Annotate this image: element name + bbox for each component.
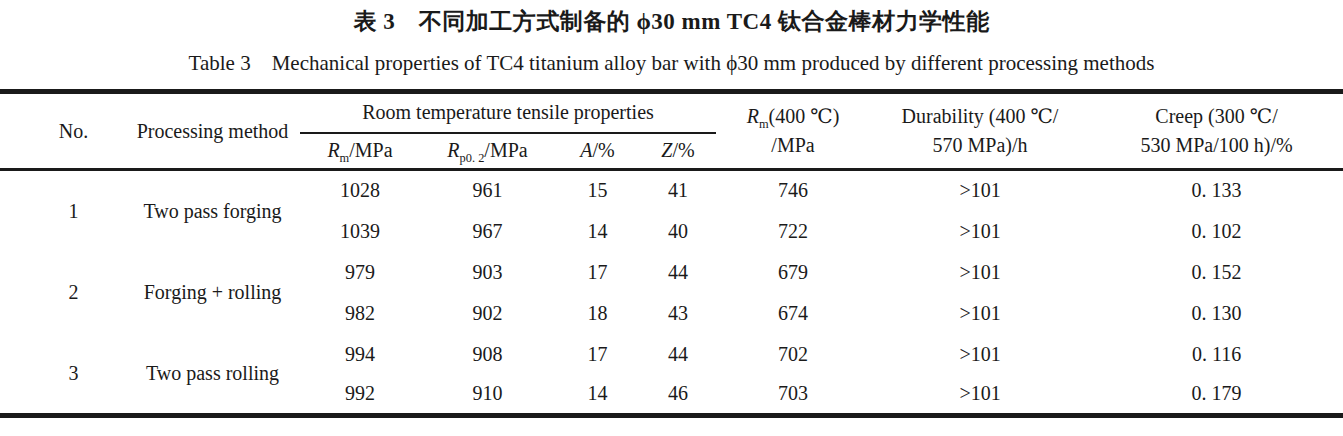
cell-z: 44 (640, 334, 716, 375)
symbol-base: R (447, 139, 459, 161)
cell-creep: 0. 116 (1090, 334, 1343, 375)
cell-rp02: 967 (420, 211, 555, 252)
cell-a: 15 (555, 170, 640, 211)
table-body: 1 Two pass forging 1028 961 15 41 746 >1… (0, 170, 1343, 416)
symbol-subscript: m (759, 117, 769, 131)
unit-label: /% (593, 139, 615, 161)
cell-creep: 0. 130 (1090, 293, 1343, 334)
cell-rm400: 722 (716, 211, 870, 252)
data-row: 3 Two pass rolling 994 908 17 44 702 >10… (0, 334, 1343, 375)
cell-method: Forging + rolling (125, 252, 300, 334)
col-header-durability: Durability (400 ℃/ 570 MPa)/h (870, 92, 1090, 170)
cell-no: 2 (0, 252, 125, 334)
symbol-subscript: p0. 2 (460, 151, 485, 165)
cell-rm: 994 (300, 334, 420, 375)
header-row-1: No. Processing method Room temperature t… (0, 92, 1343, 133)
cell-z: 46 (640, 375, 716, 416)
col-header-reduction-z: Z/% (640, 133, 716, 170)
cell-rm400: 703 (716, 375, 870, 416)
cell-a: 14 (555, 211, 640, 252)
unit-label: /% (672, 139, 694, 161)
paper-table-figure: 表 3 不同加工方式制备的 ϕ30 mm TC4 钛合金棒材力学性能 Table… (0, 8, 1343, 418)
symbol-base: R (747, 105, 759, 127)
table-title-chinese: 表 3 不同加工方式制备的 ϕ30 mm TC4 钛合金棒材力学性能 (0, 8, 1343, 36)
header-line-1: Creep (300 ℃/ (1090, 102, 1343, 131)
cell-a: 17 (555, 334, 640, 375)
cell-rm400: 679 (716, 252, 870, 293)
cell-rm: 992 (300, 375, 420, 416)
cell-rm: 979 (300, 252, 420, 293)
col-header-rm: Rm/MPa (300, 133, 420, 170)
cell-durability: >101 (870, 170, 1090, 211)
cell-durability: >101 (870, 375, 1090, 416)
cell-z: 43 (640, 293, 716, 334)
cell-durability: >101 (870, 293, 1090, 334)
header-line-2: /MPa (716, 131, 870, 160)
cell-rm400: 746 (716, 170, 870, 211)
col-header-processing-method: Processing method (125, 92, 300, 170)
symbol-base: A (580, 139, 592, 161)
table-header: No. Processing method Room temperature t… (0, 92, 1343, 170)
cell-method: Two pass rolling (125, 334, 300, 416)
unit-label: /MPa (484, 139, 527, 161)
header-line-2: 530 MPa/100 h)/% (1090, 131, 1343, 160)
col-header-creep: Creep (300 ℃/ 530 MPa/100 h)/% (1090, 92, 1343, 170)
cell-durability: >101 (870, 334, 1090, 375)
cell-creep: 0. 102 (1090, 211, 1343, 252)
cell-z: 41 (640, 170, 716, 211)
cell-creep: 0. 152 (1090, 252, 1343, 293)
cell-rm: 982 (300, 293, 420, 334)
cell-rp02: 961 (420, 170, 555, 211)
cell-rp02: 903 (420, 252, 555, 293)
mechanical-properties-table: No. Processing method Room temperature t… (0, 89, 1343, 418)
cell-a: 14 (555, 375, 640, 416)
cell-durability: >101 (870, 211, 1090, 252)
cell-rp02: 902 (420, 293, 555, 334)
col-header-elongation-a: A/% (555, 133, 640, 170)
cell-a: 17 (555, 252, 640, 293)
col-header-no: No. (0, 92, 125, 170)
cell-rm400: 674 (716, 293, 870, 334)
cell-rp02: 910 (420, 375, 555, 416)
header-line-1: Durability (400 ℃/ (870, 102, 1090, 131)
col-group-header-room-temp-tensile: Room temperature tensile properties (300, 92, 716, 133)
cell-z: 44 (640, 252, 716, 293)
col-header-rp0-2: Rp0. 2/MPa (420, 133, 555, 170)
cell-durability: >101 (870, 252, 1090, 293)
symbol-base: Z (661, 139, 672, 161)
cell-rm400: 702 (716, 334, 870, 375)
header-condition: (400 ℃) (769, 105, 840, 127)
cell-no: 1 (0, 170, 125, 252)
cell-no: 3 (0, 334, 125, 416)
symbol-subscript: m (340, 151, 350, 165)
cell-a: 18 (555, 293, 640, 334)
cell-method: Two pass forging (125, 170, 300, 252)
cell-rp02: 908 (420, 334, 555, 375)
header-line-2: 570 MPa)/h (870, 131, 1090, 160)
data-row: 2 Forging + rolling 979 903 17 44 679 >1… (0, 252, 1343, 293)
data-row: 1 Two pass forging 1028 961 15 41 746 >1… (0, 170, 1343, 211)
cell-rm: 1028 (300, 170, 420, 211)
unit-label: /MPa (349, 139, 392, 161)
col-header-rm-400c: Rm(400 ℃) /MPa (716, 92, 870, 170)
symbol-base: R (327, 139, 339, 161)
cell-z: 40 (640, 211, 716, 252)
table-title-english: Table 3 Mechanical properties of TC4 tit… (0, 50, 1343, 76)
cell-rm: 1039 (300, 211, 420, 252)
header-line-1: Rm(400 ℃) (716, 102, 870, 131)
cell-creep: 0. 133 (1090, 170, 1343, 211)
cell-creep: 0. 179 (1090, 375, 1343, 416)
